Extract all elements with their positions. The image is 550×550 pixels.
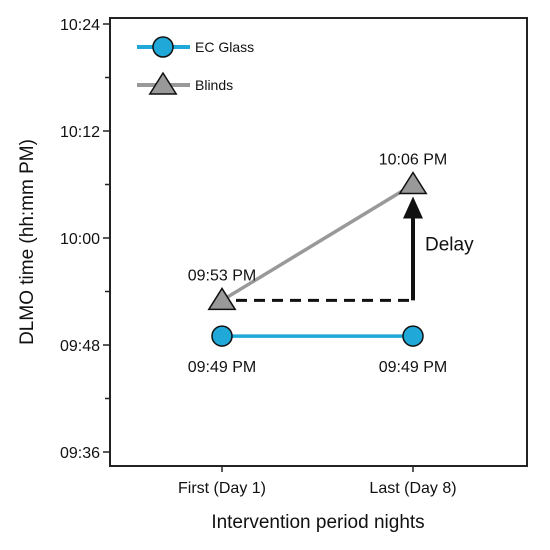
series-line xyxy=(221,183,414,302)
y-tick-label: 10:12 xyxy=(60,124,100,141)
data-label: 09:53 PM xyxy=(188,267,256,284)
data-point xyxy=(398,171,428,195)
legend-circle-marker xyxy=(152,36,174,58)
data-label: 09:49 PM xyxy=(188,359,256,376)
data-label: 10:06 PM xyxy=(379,152,447,169)
data-point xyxy=(207,287,237,311)
legend-triangle-marker xyxy=(148,71,178,95)
legend-label: EC Glass xyxy=(195,39,254,55)
data-point xyxy=(402,325,424,347)
legend: EC Glass Blinds xyxy=(137,36,254,95)
x-tick-label: First (Day 1) xyxy=(178,480,266,497)
x-tick-label: Last (Day 8) xyxy=(369,480,456,497)
x-axis-title: Intervention period nights xyxy=(211,512,424,533)
y-tick-label: 09:36 xyxy=(60,445,100,462)
y-axis-title: DLMO time (hh:mm PM) xyxy=(17,139,38,345)
series-blinds: 09:53 PM 10:06 PM xyxy=(188,152,447,311)
data-point xyxy=(211,325,233,347)
legend-label: Blinds xyxy=(195,77,233,93)
y-tick-label: 10:24 xyxy=(60,17,100,34)
series-ec-glass: 09:49 PM 09:49 PM xyxy=(188,325,447,376)
delay-label: Delay xyxy=(425,234,474,255)
delay-arrow-head xyxy=(403,196,423,219)
y-tick-label: 10:00 xyxy=(60,231,100,248)
plot-frame xyxy=(109,17,528,467)
y-tick-label: 09:48 xyxy=(60,338,100,355)
data-label: 09:49 PM xyxy=(379,359,447,376)
